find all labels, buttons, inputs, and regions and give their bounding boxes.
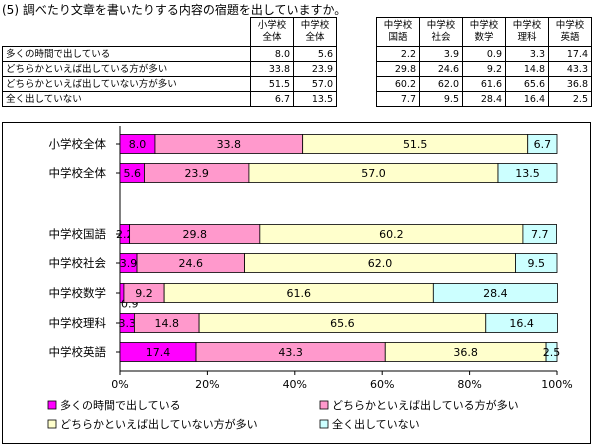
- bar-segment: [545, 342, 558, 362]
- data-label: 2.2: [116, 228, 134, 241]
- data-label: 13.5: [515, 167, 540, 180]
- data-label: 6.7: [534, 138, 552, 151]
- question-title: (5) 調べたり文章を書いたりする内容の宿題を出していますか。: [2, 3, 347, 17]
- data-label: 57.0: [361, 167, 386, 180]
- data-label: 62.0: [368, 257, 393, 270]
- data-label: 9.2: [135, 287, 153, 300]
- data-label: 9.5: [527, 257, 545, 270]
- legend-swatch: [47, 419, 57, 429]
- x-tick-label: 60%: [370, 378, 394, 391]
- x-tick-label: 0%: [111, 378, 128, 391]
- category-label: 中学校英語: [49, 345, 107, 359]
- category-label: 中学校社会: [49, 256, 107, 270]
- table-header-row: 小学校 全体 中学校 全体 中学校 国語 中学校 社会 中学校 数学 中学校 理科 中学校英…: [2, 17, 592, 47]
- bar-segment: [485, 313, 558, 333]
- data-label: 24.6: [179, 257, 204, 270]
- results-table: 小学校 全体 中学校 全体 中学校 国語 中学校 社会 中学校 数学 中学校 理科 中学校英…: [2, 17, 592, 107]
- data-label: 61.6: [286, 287, 311, 300]
- table-cell: 16.4: [505, 91, 549, 107]
- legend-label: 多くの時間で出している: [60, 398, 181, 412]
- x-tick-label: 40%: [283, 378, 307, 391]
- bar-segment: [432, 283, 558, 303]
- x-tick-label: 20%: [195, 378, 219, 391]
- legend-label: どちらかといえば出している方が多い: [332, 398, 519, 412]
- legend-label: 全く出していない: [332, 417, 420, 431]
- data-label: 17.4: [146, 346, 171, 359]
- data-label: 3.9: [120, 257, 138, 270]
- data-label: 5.6: [123, 167, 141, 180]
- data-label: 51.5: [403, 138, 428, 151]
- data-label: 2.5: [543, 346, 561, 359]
- bar-segment: [497, 163, 558, 183]
- legend-swatch: [47, 400, 57, 410]
- table-cell: 2.5: [548, 91, 592, 107]
- category-label: 中学校数学: [49, 286, 107, 300]
- data-label: 43.3: [278, 346, 303, 359]
- col-header: 中学校 国語: [376, 17, 420, 47]
- data-label: 16.4: [509, 317, 534, 330]
- data-label: 28.4: [483, 287, 508, 300]
- col-header: 中学校 英語: [548, 17, 592, 47]
- category-label: 中学校理科: [49, 316, 107, 330]
- data-label: 14.8: [155, 317, 180, 330]
- table-cell: 6.7: [250, 91, 294, 107]
- bar-segment: [522, 224, 557, 244]
- data-label: 7.7: [531, 228, 549, 241]
- table-row: どちらかといえば出していない方が多い 51.5 57.0 60.2 62.0 6…: [2, 76, 592, 92]
- col-header: 中学校 理科: [505, 17, 549, 47]
- data-label: 65.6: [330, 317, 355, 330]
- data-label: 29.8: [182, 228, 207, 241]
- table-cell: 43.3: [548, 61, 592, 77]
- category-label: 中学校国語: [49, 227, 107, 241]
- data-label: 36.8: [453, 346, 478, 359]
- legend-swatch: [319, 400, 329, 410]
- table-cell: 7.7: [376, 91, 420, 107]
- chart-area: [2, 122, 591, 444]
- data-label: 60.2: [379, 228, 404, 241]
- bar-segment: [527, 134, 558, 154]
- col-header: 中学校 社会: [419, 17, 463, 47]
- x-tick-label: 100%: [541, 378, 572, 391]
- x-tick-label: 80%: [457, 378, 481, 391]
- category-label: 中学校全体: [49, 166, 107, 180]
- data-label: 8.0: [129, 138, 147, 151]
- row-label: 全く出していない: [2, 91, 251, 107]
- legend-label: どちらかといえば出していない方が多い: [60, 417, 258, 431]
- legend-swatch: [319, 419, 329, 429]
- data-label: 23.9: [184, 167, 209, 180]
- category-label: 小学校全体: [49, 137, 107, 151]
- data-label: 3.3: [118, 317, 136, 330]
- bar-segment: [515, 253, 558, 273]
- data-label: 33.8: [217, 138, 242, 151]
- table-row: 全く出していない 6.7 13.5 7.7 9.5 28.4 16.4 2.5: [2, 91, 592, 107]
